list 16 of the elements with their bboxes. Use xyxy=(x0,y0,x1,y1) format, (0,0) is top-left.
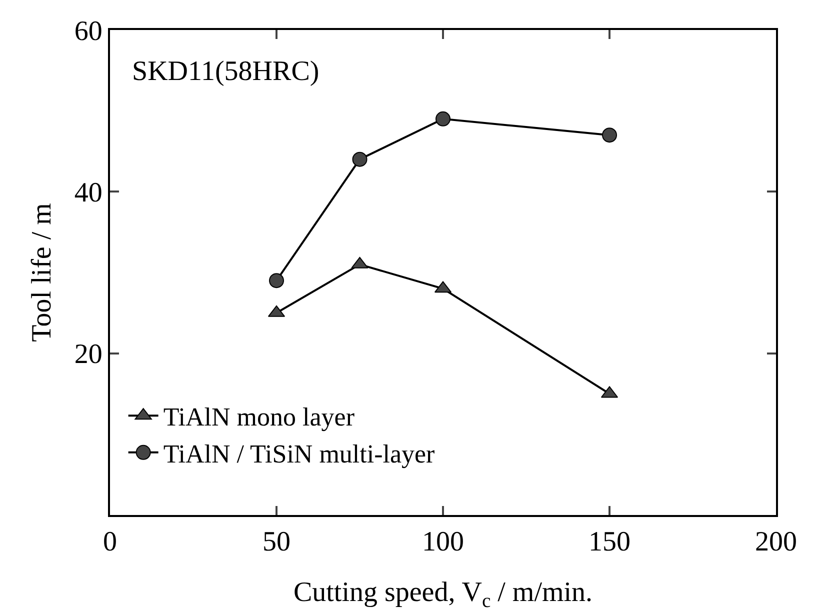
y-axis-title: Tool life / m xyxy=(26,202,58,342)
x-tick-label: 150 xyxy=(588,526,630,558)
point xyxy=(352,152,368,167)
y-tick-label: 20 xyxy=(74,339,102,370)
x-tick-label: 0 xyxy=(103,526,117,558)
annotation: SKD11(58HRC) xyxy=(132,56,320,87)
point xyxy=(436,111,450,126)
x-tick-label: 200 xyxy=(755,526,797,558)
x-tick-label: 50 xyxy=(262,526,290,558)
x-tick-label: 100 xyxy=(422,526,464,558)
y-tick-label: 60 xyxy=(74,16,102,47)
legend-label: TiAlN / TiSiN multi-layer xyxy=(163,440,436,469)
legend-label: TiAlN mono layer xyxy=(163,402,355,432)
y-tick-label: 40 xyxy=(74,177,102,208)
x-axis-title: Cutting speed, V$_{c}$ / m/min. xyxy=(293,577,593,612)
point xyxy=(602,128,617,143)
